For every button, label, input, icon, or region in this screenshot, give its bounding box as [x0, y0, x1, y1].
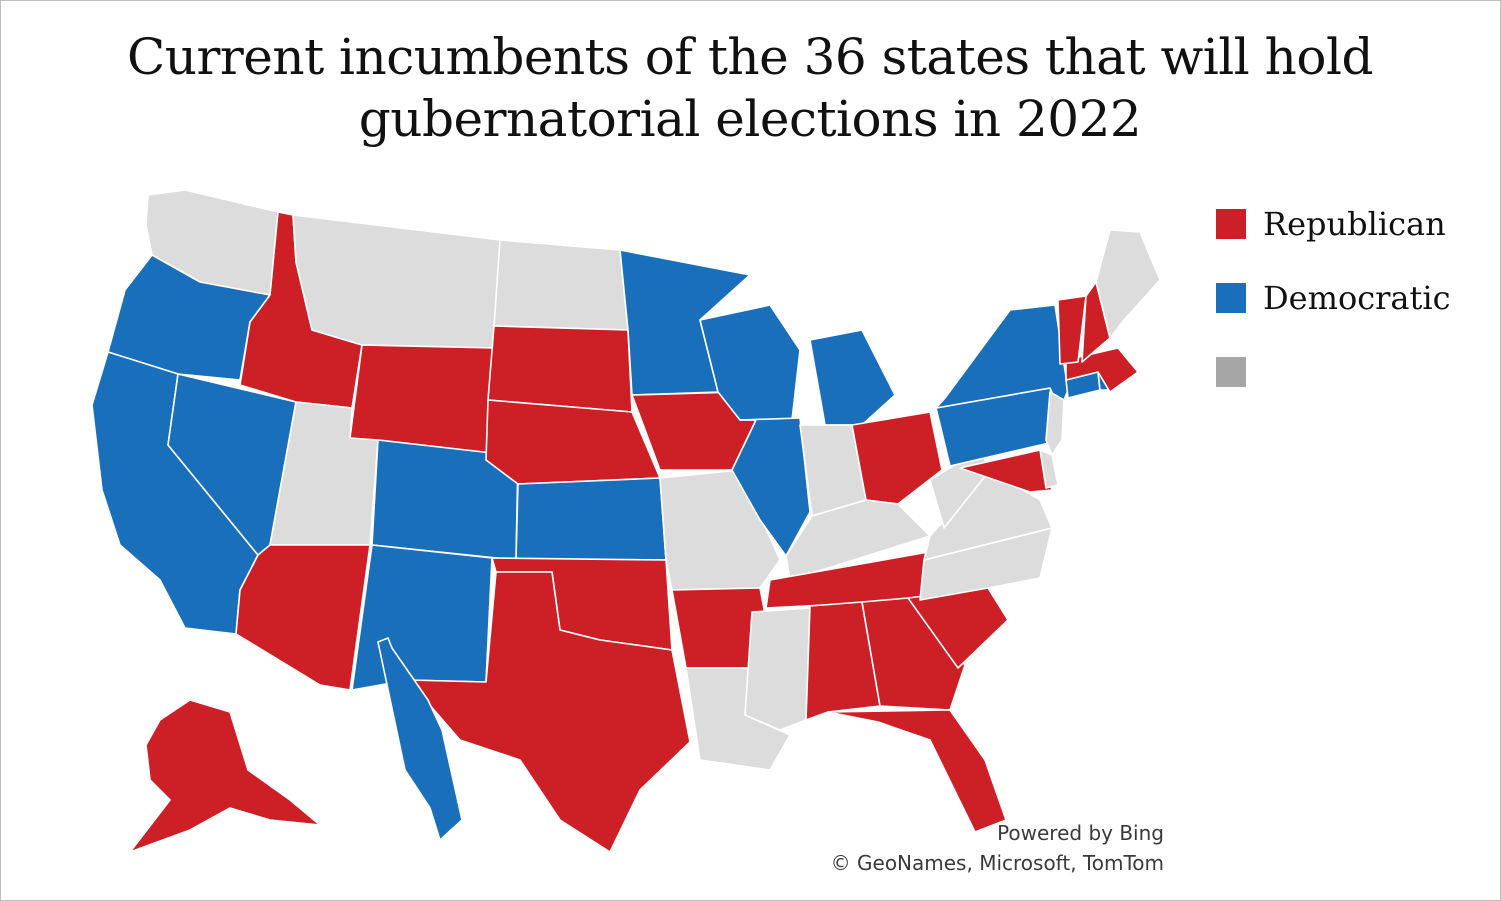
state-nj — [1045, 391, 1065, 456]
unlabeled-swatch — [1216, 357, 1246, 387]
state-al — [805, 601, 881, 721]
state-sd — [487, 325, 633, 413]
state-ne — [485, 399, 661, 485]
state-oh — [851, 411, 943, 505]
state-de — [1039, 449, 1059, 489]
state-vt — [1057, 295, 1087, 365]
state-az — [235, 544, 371, 691]
state-hi — [377, 637, 463, 841]
state-ga — [861, 597, 966, 711]
state-nd — [493, 239, 629, 331]
state-ms — [744, 607, 811, 731]
state-mi — [809, 329, 896, 426]
attribution-credits: © GeoNames, Microsoft, TomTom — [830, 851, 1164, 875]
state-nm — [351, 544, 493, 691]
map-attribution: Powered by Bing © GeoNames, Microsoft, T… — [790, 818, 1164, 878]
map-title: Current incumbents of the 36 states that… — [60, 26, 1440, 150]
state-ks — [515, 477, 667, 561]
legend-label-republican: Republican — [1263, 205, 1446, 243]
state-shapes — [91, 189, 1161, 853]
state-md — [959, 449, 1053, 493]
state-ak — [129, 699, 321, 853]
legend-label-democratic: Democratic — [1263, 279, 1451, 317]
attribution-powered-by: Powered by Bing — [997, 821, 1164, 845]
title-line-1: Current incumbents of the 36 states that… — [127, 28, 1373, 86]
state-fl — [827, 709, 1007, 833]
democratic-swatch — [1216, 283, 1246, 313]
state-me — [1095, 229, 1161, 339]
title-line-2: gubernatorial elections in 2022 — [358, 90, 1142, 148]
state-mt — [292, 214, 501, 349]
republican-swatch — [1216, 209, 1246, 239]
